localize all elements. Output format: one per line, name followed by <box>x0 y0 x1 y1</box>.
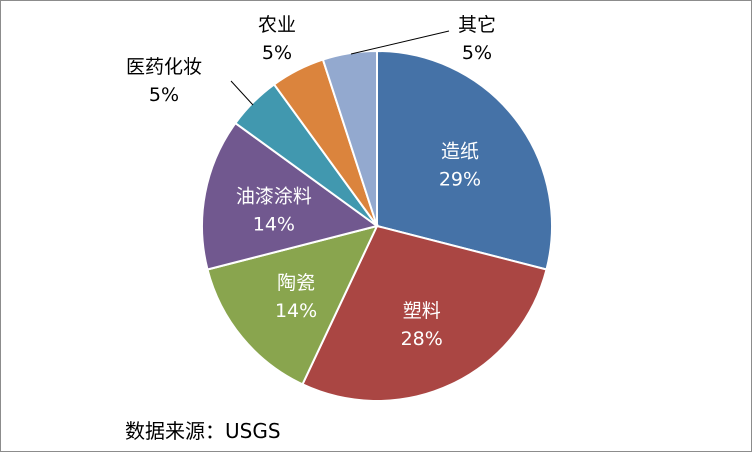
slice-value-4: 14% <box>253 213 295 235</box>
leader-line-5 <box>230 80 254 106</box>
slice-value-6: 5% <box>262 42 292 64</box>
pie-slice-4 <box>201 121 380 271</box>
slice-value-1: 29% <box>439 169 481 191</box>
slice-value-3: 14% <box>275 300 317 322</box>
slice-label-3: 陶瓷 <box>277 272 315 294</box>
slice-label-1: 造纸 <box>441 141 479 163</box>
pie-slice-3 <box>206 224 379 386</box>
leader-line-7 <box>350 30 450 55</box>
slice-value-7: 5% <box>462 42 492 64</box>
slice-value-2: 28% <box>401 328 443 350</box>
data-source-note: 数据来源：USGS <box>125 419 281 443</box>
pie-slice-7 <box>321 49 378 227</box>
slice-label-4: 油漆涂料 <box>236 185 312 207</box>
slice-label-2: 塑料 <box>403 300 441 322</box>
slice-label-5: 医药化妆 <box>126 56 202 78</box>
slice-value-5: 5% <box>149 84 179 106</box>
slice-label-7: 其它 <box>458 14 496 36</box>
slice-label-6: 农业 <box>258 14 296 36</box>
pie-slice-1 <box>376 49 553 271</box>
pie-slice-2 <box>301 224 548 402</box>
